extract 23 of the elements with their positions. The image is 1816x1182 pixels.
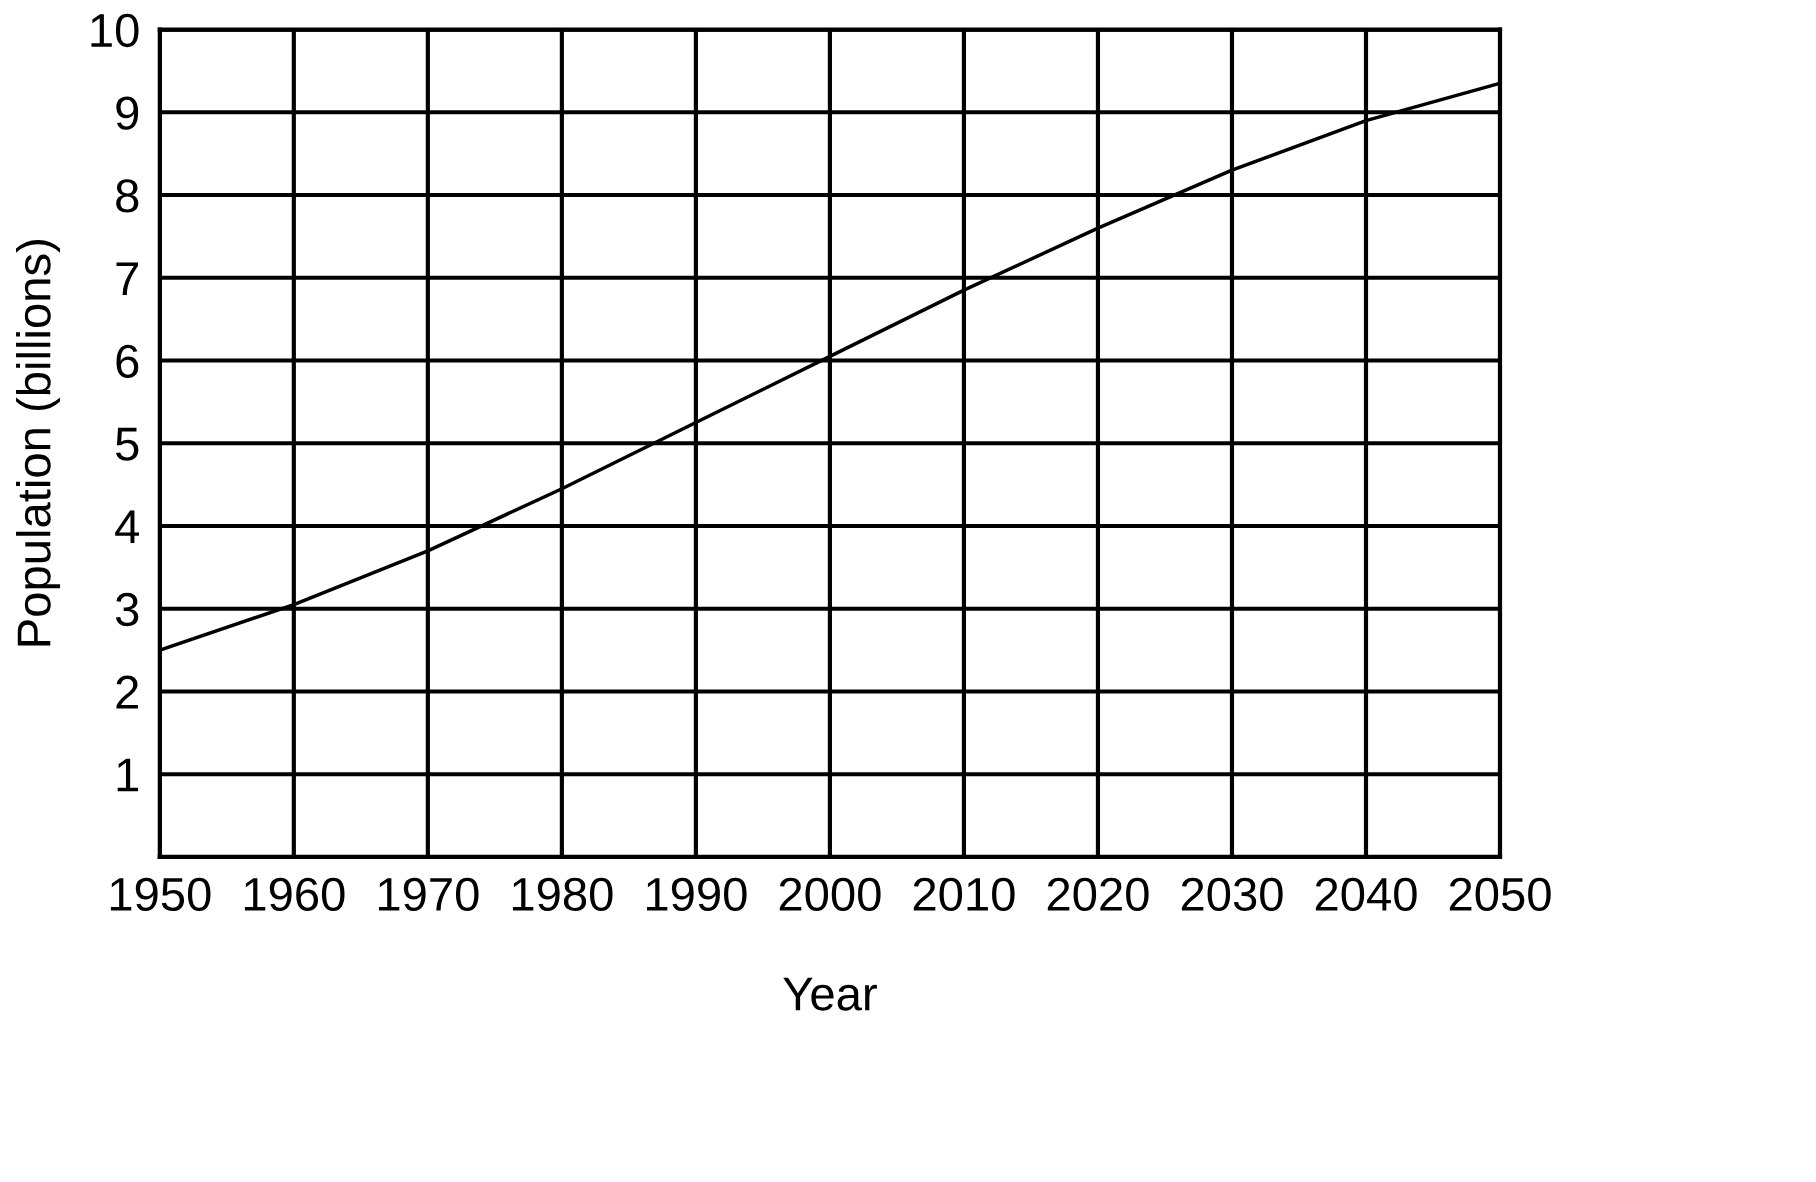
y-axis-title: Population (billions) xyxy=(16,240,61,646)
x-axis-title: Year xyxy=(783,977,877,1011)
x-tick-label: 2040 xyxy=(1315,877,1417,912)
y-tick-label: 4 xyxy=(115,510,139,544)
x-tick-label: 2050 xyxy=(1449,877,1551,912)
x-tick-label: 2020 xyxy=(1047,877,1149,912)
y-tick-label: 5 xyxy=(115,427,139,461)
y-tick-label: 6 xyxy=(116,344,139,379)
x-tick-label: 2010 xyxy=(913,877,1015,912)
x-tick-label: 1970 xyxy=(378,877,479,912)
x-tick-label: 2030 xyxy=(1181,877,1283,912)
x-tick-label: 1980 xyxy=(512,877,613,912)
y-tick-label: 10 xyxy=(91,13,139,48)
y-tick-label: 8 xyxy=(116,179,139,213)
y-tick-label: 7 xyxy=(116,262,138,295)
y-tick-label: 1 xyxy=(117,758,139,792)
x-tick-label: 1950 xyxy=(110,877,211,912)
y-tick-label: 3 xyxy=(115,592,139,627)
x-tick-label: 2000 xyxy=(779,877,881,912)
y-tick-label: 2 xyxy=(116,675,138,709)
x-tick-label: 1960 xyxy=(244,877,345,912)
x-tick-label: 1990 xyxy=(646,877,747,912)
y-tick-label: 9 xyxy=(116,96,139,130)
